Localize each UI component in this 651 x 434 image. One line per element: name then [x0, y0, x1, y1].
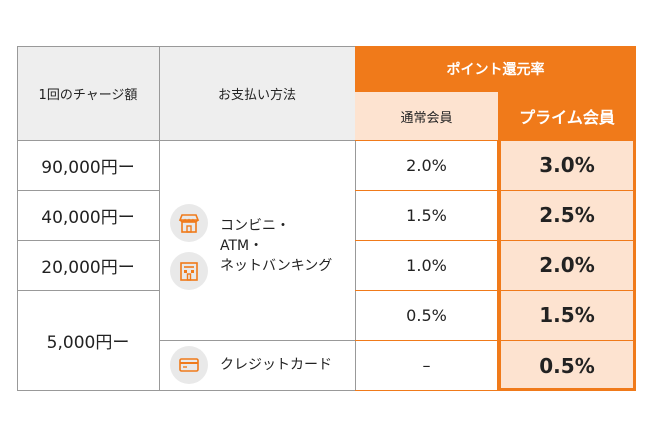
- point-rate-table: 1回のチャージ額 お支払い方法 ポイント還元率 通常会員 プライム会員 90,0…: [17, 46, 636, 391]
- grid-line: [355, 190, 636, 191]
- credit-card-icon: [170, 346, 208, 384]
- header-prime-member: プライム会員: [498, 92, 636, 140]
- prime-frame-left: [498, 92, 501, 391]
- grid-line: [17, 140, 355, 141]
- method-line: ATM・: [220, 238, 264, 254]
- grid-line: [497, 140, 498, 391]
- grid-line: [355, 240, 636, 241]
- regular-rate-cell: 1.0%: [406, 255, 447, 275]
- grid-line: [17, 290, 159, 291]
- amount-cell: 40,000円ー: [41, 207, 135, 228]
- grid-line: [159, 46, 160, 391]
- method-line: コンビニ・: [220, 218, 290, 234]
- grid-line: [17, 390, 355, 391]
- amount-cell: 90,000円ー: [41, 157, 135, 178]
- grid-line: [17, 240, 159, 241]
- grid-line: [355, 290, 636, 291]
- grid-line: [355, 140, 636, 141]
- grid-line: [355, 340, 636, 341]
- grid-line: [17, 190, 159, 191]
- prime-rate-cell: 1.5%: [498, 290, 636, 340]
- prime-frame-bottom: [498, 388, 636, 391]
- regular-rate-cell: 2.0%: [406, 155, 447, 175]
- store-icon: [170, 204, 208, 242]
- header-regular-member: 通常会員: [355, 92, 498, 140]
- method-credit-card: クレジットカード: [220, 357, 332, 373]
- amount-cell: 20,000円ー: [41, 257, 135, 278]
- prime-rate-cell: 3.0%: [498, 140, 636, 190]
- method-convenience: コンビニ・ ATM・ ネットバンキング: [220, 216, 332, 276]
- grid-line: [355, 390, 636, 391]
- regular-rate-cell: –: [422, 356, 431, 375]
- regular-rate-cell: 1.5%: [406, 205, 447, 225]
- grid-line: [17, 46, 355, 47]
- header-payment-method: お支払い方法: [159, 46, 355, 140]
- header-point-rate: ポイント還元率: [355, 46, 636, 92]
- bank-icon: [170, 252, 208, 290]
- grid-line: [159, 340, 355, 341]
- method-line: ネットバンキング: [220, 258, 333, 274]
- header-charge-amount: 1回のチャージ額: [17, 46, 159, 140]
- prime-rate-cell: 2.5%: [498, 190, 636, 240]
- prime-frame-right: [633, 92, 636, 391]
- grid-line: [355, 140, 356, 391]
- prime-rate-cell: 0.5%: [498, 340, 636, 391]
- regular-rate-cell: 0.5%: [406, 305, 447, 325]
- grid-line: [17, 46, 18, 391]
- prime-rate-cell: 2.0%: [498, 240, 636, 290]
- amount-cell: 5,000円ー: [46, 333, 130, 353]
